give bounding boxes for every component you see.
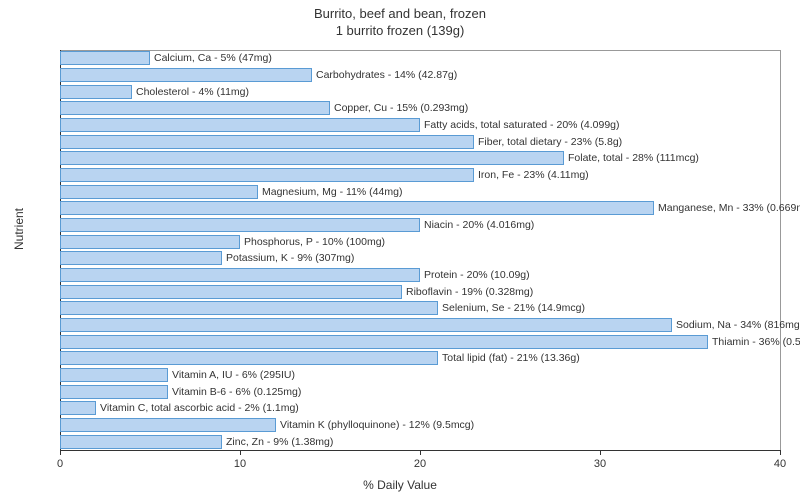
bar-label: Selenium, Se - 21% (14.9mcg) [438,301,585,315]
bar [60,318,672,332]
bar-row: Copper, Cu - 15% (0.293mg) [60,101,780,115]
bar-label: Potassium, K - 9% (307mg) [222,251,354,265]
bar-label: Carbohydrates - 14% (42.87g) [312,68,457,82]
bar-label: Vitamin K (phylloquinone) - 12% (9.5mcg) [276,418,474,432]
bar [60,285,402,299]
x-tick [780,450,781,455]
bar-label: Cholesterol - 4% (11mg) [132,85,249,99]
bar-row: Protein - 20% (10.09g) [60,268,780,282]
bar [60,368,168,382]
bar-label: Manganese, Mn - 33% (0.669mg) [654,201,800,215]
bar-row: Vitamin C, total ascorbic acid - 2% (1.1… [60,401,780,415]
bar-label: Magnesium, Mg - 11% (44mg) [258,185,402,199]
bar-row: Calcium, Ca - 5% (47mg) [60,51,780,65]
bar-row: Sodium, Na - 34% (816mg) [60,318,780,332]
bar-label: Folate, total - 28% (111mcg) [564,151,699,165]
chart-title: Burrito, beef and bean, frozen 1 burrito… [0,0,800,40]
bar [60,301,438,315]
bar-row: Iron, Fe - 23% (4.11mg) [60,168,780,182]
bar-row: Total lipid (fat) - 21% (13.36g) [60,351,780,365]
bar-row: Riboflavin - 19% (0.328mg) [60,285,780,299]
bar-row: Fiber, total dietary - 23% (5.8g) [60,135,780,149]
bar-label: Protein - 20% (10.09g) [420,268,530,282]
bar [60,135,474,149]
bar [60,201,654,215]
bar-label: Fatty acids, total saturated - 20% (4.09… [420,118,620,132]
x-tick [60,450,61,455]
bar-row: Fatty acids, total saturated - 20% (4.09… [60,118,780,132]
title-line1: Burrito, beef and bean, frozen [314,6,486,21]
title-line2: 1 burrito frozen (139g) [336,23,465,38]
bar [60,185,258,199]
bar-row: Carbohydrates - 14% (42.87g) [60,68,780,82]
bar [60,151,564,165]
bar-label: Calcium, Ca - 5% (47mg) [150,51,272,65]
bar-label: Sodium, Na - 34% (816mg) [672,318,800,332]
bar-row: Cholesterol - 4% (11mg) [60,85,780,99]
bar [60,68,312,82]
bar-row: Vitamin K (phylloquinone) - 12% (9.5mcg) [60,418,780,432]
x-tick-label: 40 [774,458,786,470]
bar-label: Vitamin B-6 - 6% (0.125mg) [168,385,301,399]
bar-row: Vitamin B-6 - 6% (0.125mg) [60,385,780,399]
x-tick [600,450,601,455]
bar [60,385,168,399]
bar-label: Fiber, total dietary - 23% (5.8g) [474,135,622,149]
bar-row: Thiamin - 36% (0.546mg) [60,335,780,349]
x-tick-label: 10 [234,458,246,470]
nutrient-chart: Burrito, beef and bean, frozen 1 burrito… [0,0,800,500]
bar-label: Copper, Cu - 15% (0.293mg) [330,101,468,115]
bar [60,418,276,432]
bar [60,435,222,449]
bar-row: Phosphorus, P - 10% (100mg) [60,235,780,249]
bar-label: Niacin - 20% (4.016mg) [420,218,534,232]
bar [60,401,96,415]
bar [60,85,132,99]
y-axis-label: Nutrient [12,208,26,250]
x-tick-label: 20 [414,458,426,470]
bar [60,351,438,365]
bar [60,101,330,115]
bar [60,251,222,265]
bar-row: Potassium, K - 9% (307mg) [60,251,780,265]
bar-row: Vitamin A, IU - 6% (295IU) [60,368,780,382]
bar [60,218,420,232]
bar-row: Manganese, Mn - 33% (0.669mg) [60,201,780,215]
x-tick-label: 30 [594,458,606,470]
x-tick [240,450,241,455]
bar-label: Thiamin - 36% (0.546mg) [708,335,800,349]
bar [60,118,420,132]
bar-row: Zinc, Zn - 9% (1.38mg) [60,435,780,449]
bar-row: Folate, total - 28% (111mcg) [60,151,780,165]
x-tick [420,450,421,455]
bar-label: Total lipid (fat) - 21% (13.36g) [438,351,580,365]
x-tick-label: 0 [57,458,63,470]
bar-label: Zinc, Zn - 9% (1.38mg) [222,435,333,449]
bar [60,51,150,65]
bar [60,235,240,249]
bar-label: Riboflavin - 19% (0.328mg) [402,285,533,299]
bar [60,268,420,282]
bar-row: Selenium, Se - 21% (14.9mcg) [60,301,780,315]
bar [60,168,474,182]
bar-label: Vitamin A, IU - 6% (295IU) [168,368,295,382]
x-axis-label: % Daily Value [0,478,800,492]
bar [60,335,708,349]
bar-label: Vitamin C, total ascorbic acid - 2% (1.1… [96,401,299,415]
bars-group: Calcium, Ca - 5% (47mg) Carbohydrates - 1… [60,50,780,450]
bar-label: Iron, Fe - 23% (4.11mg) [474,168,589,182]
bar-row: Magnesium, Mg - 11% (44mg) [60,185,780,199]
bar-label: Phosphorus, P - 10% (100mg) [240,235,385,249]
bar-row: Niacin - 20% (4.016mg) [60,218,780,232]
